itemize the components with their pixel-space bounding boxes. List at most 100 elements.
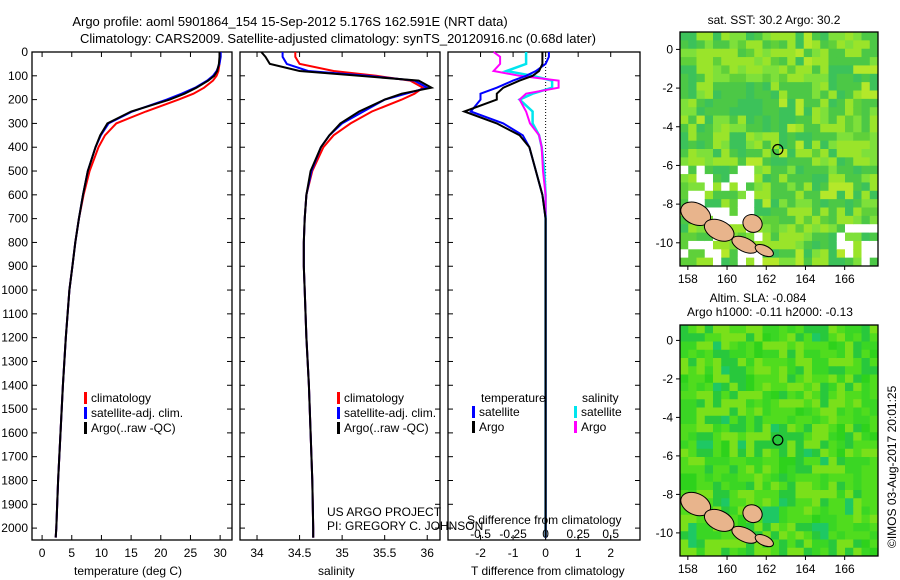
legend-label: satellite-adj. clim.: [91, 406, 183, 420]
map-cell: [721, 432, 730, 441]
map-cell: [795, 473, 805, 483]
map-cell: [737, 82, 747, 91]
map-cell: [787, 490, 796, 499]
map-cell: [787, 249, 796, 259]
map-cell: [721, 333, 730, 342]
map-cell: [779, 174, 788, 183]
map-cell: [869, 82, 879, 91]
map-cell: [737, 424, 747, 433]
map-cell: [770, 224, 780, 234]
lat-tick-label: -10: [656, 236, 674, 250]
map-cell: [779, 539, 788, 549]
map-cell: [845, 65, 854, 75]
map-cell: [696, 531, 706, 540]
lat-tick-label: -6: [662, 449, 673, 463]
y-tick-label: 100: [8, 69, 28, 83]
map-cell: [688, 115, 697, 125]
map-cell: [787, 514, 796, 524]
legend-label: climatology: [344, 391, 404, 405]
map-cell: [845, 498, 854, 507]
map-cell: [861, 215, 871, 225]
y-tick-label: 1000: [1, 283, 28, 297]
map-cell: [688, 341, 697, 351]
map-cell: [820, 349, 829, 359]
map-cell: [820, 514, 829, 524]
map-cell: [696, 514, 706, 524]
map-cell: [688, 40, 697, 50]
map-cell: [713, 490, 722, 499]
map-cell: [820, 374, 829, 384]
map-cell: [713, 123, 722, 133]
map-cell: [696, 407, 706, 417]
map-cell: [688, 32, 697, 41]
map-cell: [836, 514, 846, 524]
map-cell: [762, 358, 772, 367]
map-cell: [861, 349, 871, 359]
map-cell: [795, 358, 805, 367]
map-cell: [803, 498, 813, 507]
lon-tick-label: 160: [717, 562, 737, 576]
map-cell: [680, 523, 689, 532]
map-cell: [803, 224, 813, 234]
map-cell: [853, 432, 862, 441]
map-cell: [861, 539, 871, 549]
map-cell: [696, 358, 706, 367]
map-cell: [861, 157, 871, 167]
map-cell: [688, 190, 697, 200]
map-cell: [803, 490, 813, 499]
map-cell: [746, 48, 755, 58]
legend-swatch: [337, 422, 340, 434]
map-cell: [688, 182, 697, 192]
map-cell: [770, 232, 780, 242]
map-cell: [795, 498, 805, 507]
lon-tick-label: 162: [756, 272, 776, 286]
map-cell: [795, 506, 805, 516]
legend-swatch: [574, 406, 577, 418]
map-cell: [861, 123, 871, 133]
map-cell: [754, 448, 763, 458]
map-cell: [754, 165, 763, 175]
lon-tick-label: 158: [678, 562, 698, 576]
map-cell: [820, 341, 829, 351]
map-cell: [729, 358, 739, 367]
map-cell: [795, 224, 805, 234]
map-cell: [754, 207, 763, 217]
map-cell: [688, 123, 697, 133]
map-cell: [680, 424, 689, 433]
map-cell: [746, 165, 755, 175]
map-cell: [729, 207, 739, 217]
map-cell: [795, 325, 805, 334]
map-cell: [812, 90, 821, 100]
map-cell: [704, 523, 714, 532]
map-cell: [704, 65, 714, 75]
map-cell: [704, 473, 714, 483]
map-cell: [737, 448, 747, 458]
lat-tick-label: -2: [662, 372, 673, 386]
map-cell: [853, 325, 862, 334]
map-cell: [721, 182, 730, 192]
map-cell: [869, 325, 879, 334]
map-cell: [836, 257, 846, 267]
map-cell: [762, 174, 772, 183]
lat-tick-label: -8: [662, 197, 673, 211]
map-cell: [820, 57, 829, 66]
map-cell: [828, 132, 838, 142]
map-cell: [861, 73, 871, 83]
map-cell: [696, 190, 706, 200]
map-cell: [779, 531, 788, 540]
map-cell: [869, 224, 879, 234]
map-cell: [853, 358, 862, 367]
map-cell: [762, 391, 772, 400]
map-cell: [737, 349, 747, 359]
map-cell: [704, 333, 714, 342]
map-cell: [812, 490, 821, 499]
map-cell: [762, 182, 772, 192]
map-cell: [828, 523, 838, 532]
map-cell: [787, 473, 796, 483]
map-cell: [820, 249, 829, 259]
map-cell: [713, 82, 722, 91]
map-cell: [853, 232, 862, 242]
map-cell: [713, 539, 722, 549]
map-cell: [861, 333, 871, 342]
